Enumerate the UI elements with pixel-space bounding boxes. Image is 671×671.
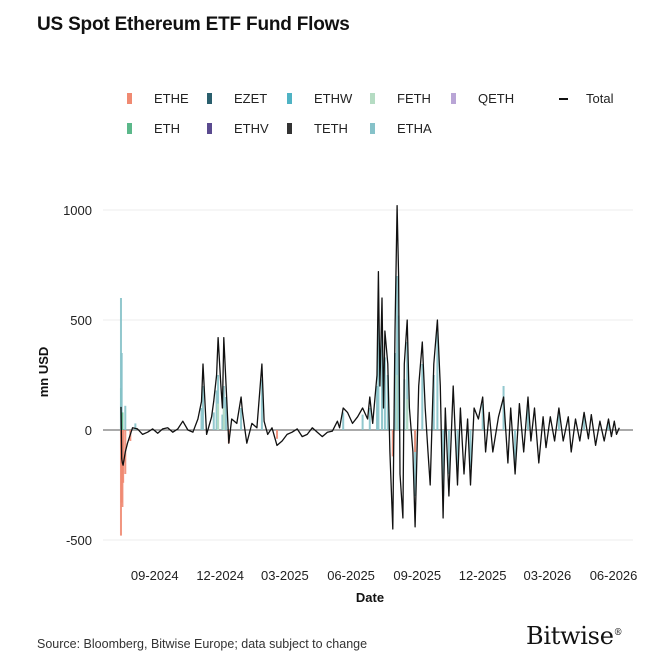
bar-etha	[527, 405, 530, 430]
legend-swatch-ethe	[127, 93, 132, 104]
legend-swatch-qeth	[451, 93, 456, 104]
legend-item-ezet: EZET	[207, 91, 267, 106]
legend-label-teth: TETH	[314, 121, 348, 136]
legend-item-ethv: ETHV	[207, 121, 269, 136]
bar-ethe	[391, 430, 394, 457]
bar-feth	[396, 375, 399, 430]
legend-label-total: Total	[586, 91, 614, 106]
legend-line-total	[559, 97, 568, 100]
x-tick-label: 09-2025	[393, 568, 441, 583]
x-tick-label: 06-2026	[590, 568, 638, 583]
legend-swatch-eth	[127, 123, 132, 134]
x-tick-label: 03-2025	[261, 568, 309, 583]
bar-etha	[221, 414, 224, 430]
legend-label-ethv: ETHV	[234, 121, 269, 136]
bar-etha	[120, 353, 123, 430]
y-tick-label: -500	[66, 533, 92, 548]
legend-swatch-teth	[287, 123, 292, 134]
bar-etha	[481, 403, 484, 430]
brand-name: Bitwise	[526, 622, 614, 650]
bar-feth	[217, 403, 220, 430]
legend-label-feth: FETH	[397, 91, 431, 106]
bar-etha	[514, 430, 517, 463]
y-tick-label: 500	[70, 313, 92, 328]
legend-item-total: Total	[559, 91, 613, 106]
bar-etha	[386, 375, 389, 430]
bar-etha	[342, 412, 345, 430]
bar-etha	[432, 375, 435, 430]
bar-etha	[377, 320, 380, 430]
bar-etha	[442, 430, 445, 496]
bar-etha	[375, 386, 378, 430]
y-tick-label: 0	[85, 423, 92, 438]
bar-etha	[396, 276, 399, 430]
legend-label-ethe: ETHE	[154, 91, 189, 106]
y-axis-title: mn USD	[36, 347, 51, 398]
legend-label-etha: ETHA	[397, 121, 432, 136]
bar-etha	[240, 408, 243, 430]
legend-item-eth: ETH	[127, 121, 180, 136]
bar-etha	[557, 412, 560, 430]
legend-item-teth: TETH	[287, 121, 348, 136]
bar-etha	[502, 386, 505, 430]
bar-etha	[607, 421, 610, 430]
x-tick-label: 09-2024	[131, 568, 179, 583]
y-tick-label: 1000	[63, 203, 92, 218]
legend-item-etha: ETHA	[370, 121, 432, 136]
bar-etha	[361, 414, 364, 430]
bitwise-logo: Bitwise®	[526, 622, 623, 650]
fund-flows-chart: -500 0 500 1000 09-2024 12-2024 03-2025 06-2025…	[36, 203, 638, 605]
legend-swatch-ethw	[287, 93, 292, 104]
x-axis-title: Date	[356, 590, 384, 605]
bar-etha	[447, 430, 450, 474]
bar-feth	[406, 399, 409, 430]
bar-ethe	[276, 430, 279, 439]
bar-eth	[121, 412, 124, 430]
bar-ethe	[414, 430, 417, 452]
legend-item-feth: FETH	[370, 91, 431, 106]
bar-etha	[224, 397, 227, 430]
bar-etha	[421, 364, 424, 430]
legend-label-ezet: EZET	[234, 91, 268, 106]
total-flow-line	[120, 204, 620, 530]
chart-legend: ETHE EZET ETHW FETH QETH Total ETH ETHV …	[0, 0, 671, 150]
bar-etha	[456, 430, 459, 470]
bar-etha	[201, 386, 204, 430]
source-note: Source: Bloomberg, Bitwise Europe; data …	[37, 637, 368, 651]
x-tick-label: 12-2024	[196, 568, 244, 583]
bar-etha	[260, 379, 263, 430]
bar-etha	[134, 423, 137, 430]
legend-swatch-ezet	[207, 93, 212, 104]
chart-title: US Spot Ethereum ETF Fund Flows	[37, 14, 350, 35]
bar-ethe	[122, 430, 125, 483]
legend-swatch-ethv	[207, 123, 212, 134]
x-tick-label: 12-2025	[459, 568, 507, 583]
x-tick-label: 03-2026	[524, 568, 572, 583]
bar-etha	[212, 412, 215, 430]
bar-etha	[124, 405, 127, 430]
bar-etha	[215, 390, 218, 430]
legend-item-ethw: ETHW	[287, 91, 352, 106]
bar-etha	[406, 342, 409, 430]
legend-label-qeth: QETH	[478, 91, 515, 106]
legend-swatch-etha	[370, 123, 375, 134]
bar-etha	[200, 408, 203, 430]
bar-etha	[469, 430, 472, 468]
bar-feth	[222, 408, 225, 430]
bar-etha	[397, 315, 400, 430]
bar-etha	[217, 375, 220, 430]
legend-swatch-feth	[370, 93, 375, 104]
bar-etha	[383, 357, 386, 430]
bar-etha	[436, 331, 439, 430]
x-tick-label: 06-2025	[327, 568, 375, 583]
legend-item-ethe: ETHE	[127, 91, 189, 106]
legend-item-qeth: QETH	[451, 91, 514, 106]
legend-label-ethw: ETHW	[314, 91, 353, 106]
bar-etha	[414, 430, 417, 496]
bar-etha	[583, 416, 586, 430]
legend-label-eth: ETH	[154, 121, 180, 136]
registered-mark: ®	[613, 628, 623, 638]
bar-etha	[368, 408, 371, 430]
bar-etha	[381, 331, 384, 430]
